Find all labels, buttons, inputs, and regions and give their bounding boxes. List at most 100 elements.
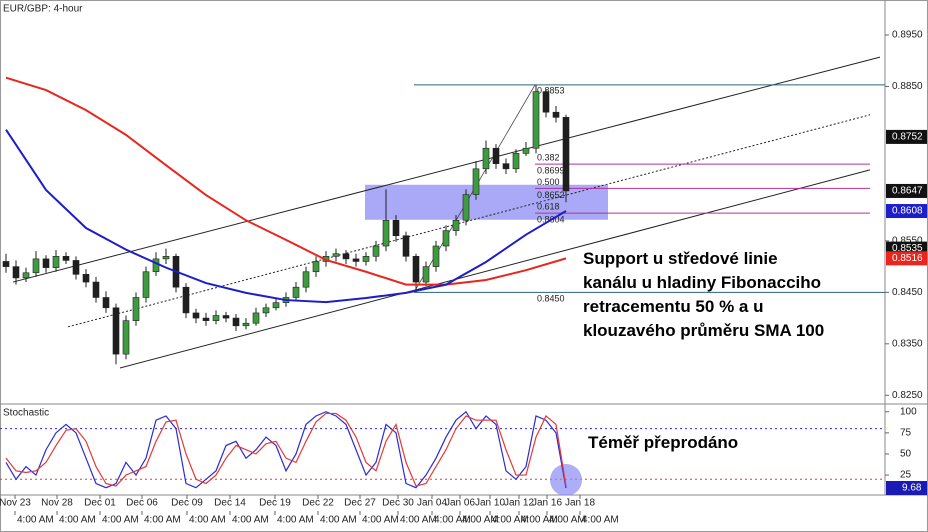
x-tick-label: Dec 01 [84,498,116,509]
price-tag-label: 0.8752 [892,132,923,143]
x-tick-time: 4:00 AM [549,515,586,526]
price-panel: 0.88530.3820.86990.5000.86520.6180.86040… [2,56,885,369]
candle-body [412,256,420,283]
x-tick-label: Jan 04 [417,498,447,509]
x-tick-time: 4:00 AM [434,515,471,526]
annotation: kanálu u hladiny Fibonacciho [583,273,821,292]
candle-body [82,274,90,283]
candle-body [342,253,350,260]
x-tick-label: Dec 19 [259,498,291,509]
price-tag [886,129,927,144]
panel-title: Stochastic [3,408,49,419]
candle-body [402,235,410,257]
candle-body [232,317,240,327]
x-tick-label: Jan 16 [532,498,562,509]
candle-body [142,271,150,298]
price-tag-label: 0.8608 [892,206,923,217]
support-zone [365,184,608,220]
candle-body [262,307,270,314]
annotation: Téměř přeprodáno [588,433,738,452]
x-tick-time: 4:00 AM [17,515,54,526]
x-tick-label: Dec 06 [126,498,158,509]
candle-body [392,219,400,237]
candle-body [552,111,560,118]
candle-body [112,307,120,355]
x-tick-time: 4:00 AM [462,515,499,526]
x-tick-label: Dec 14 [214,498,246,509]
candle-body [382,219,390,247]
fib-price-label: 0.8699 [537,166,565,176]
channel-line [12,56,881,283]
price-tag [886,183,927,198]
stoch-line [5,412,567,487]
candle-body [312,261,320,273]
candle-body [522,147,530,154]
candle-body [472,168,480,195]
chart-title: EUR/GBP: 4-hour [3,4,83,15]
x-tick-time: 4:00 AM [400,515,437,526]
candle-body [302,271,310,288]
fib-price-label: 0.8450 [537,294,565,304]
value-tag [886,480,927,495]
candle-body [92,281,100,298]
candle-body [102,297,110,309]
candle-body [62,256,70,261]
candle-body [542,91,550,113]
candle-body [12,266,20,279]
x-tick-label: Jan 12 [504,498,534,509]
x-tick-time: 4:00 AM [189,515,226,526]
moving-average [5,129,567,304]
candle-body [192,312,200,319]
candle-body [2,261,10,267]
annotation: Support u středové linie [583,249,778,268]
candle-body [162,256,170,260]
candle-body [482,147,490,170]
annotation: retracementu 50 % a u [583,297,763,316]
overlay: 0.8950 0.8850 0.8550 0.8450 0.8350 0.8250 0.87… [0,30,927,526]
candle-body [182,286,190,314]
price-tag-label: 0.8516 [892,253,923,264]
candle-body [212,315,220,321]
y-tick-label: 0.8950 [892,30,923,41]
y-tick-label: 50 [900,449,912,460]
candle-body [432,245,440,267]
x-tick-label: Dec 30 [382,498,414,509]
x-tick-label: Nov 28 [41,498,73,509]
y-tick-label: 0.8350 [892,338,923,349]
candle-body [332,253,340,257]
x-tick-label: Jan 18 [565,498,595,509]
y-tick-label: 0.8550 [892,236,923,247]
candle-body [252,312,260,324]
candle-body [452,219,460,231]
fib-ratio-label: 0.382 [537,153,560,163]
candle-body [492,147,500,164]
fib-ratio-label: 0.618 [537,201,560,211]
candle-body [562,117,570,192]
candle-body [462,194,470,221]
x-tick-time: 4:00 AM [59,515,96,526]
candle-body [502,163,510,170]
x-tick-label: Jan 06 [445,498,475,509]
y-tick-label: 0.8850 [892,81,923,92]
price-tag-label: 0.8647 [892,186,923,197]
x-tick-time: 4:00 AM [320,515,357,526]
candle-body [222,315,230,319]
x-tick-time: 4:00 AM [492,515,529,526]
candle-body [442,230,450,247]
x-tick-time: 4:00 AM [144,515,181,526]
x-tick-label: Dec 22 [302,498,334,509]
title-bg [1,2,87,16]
candle-body [122,320,130,355]
y-tick-label: 75 [900,427,912,438]
fib-price-label: 0.8853 [537,85,565,95]
candle-body [52,256,60,268]
stochastic-panel [0,410,885,495]
candle-body [152,258,160,273]
candle-body [272,302,280,309]
x-tick-time: 4:00 AM [521,515,558,526]
candle-body [532,91,540,149]
price-tag [886,251,927,266]
y-tick-label: 0.8250 [892,390,923,401]
